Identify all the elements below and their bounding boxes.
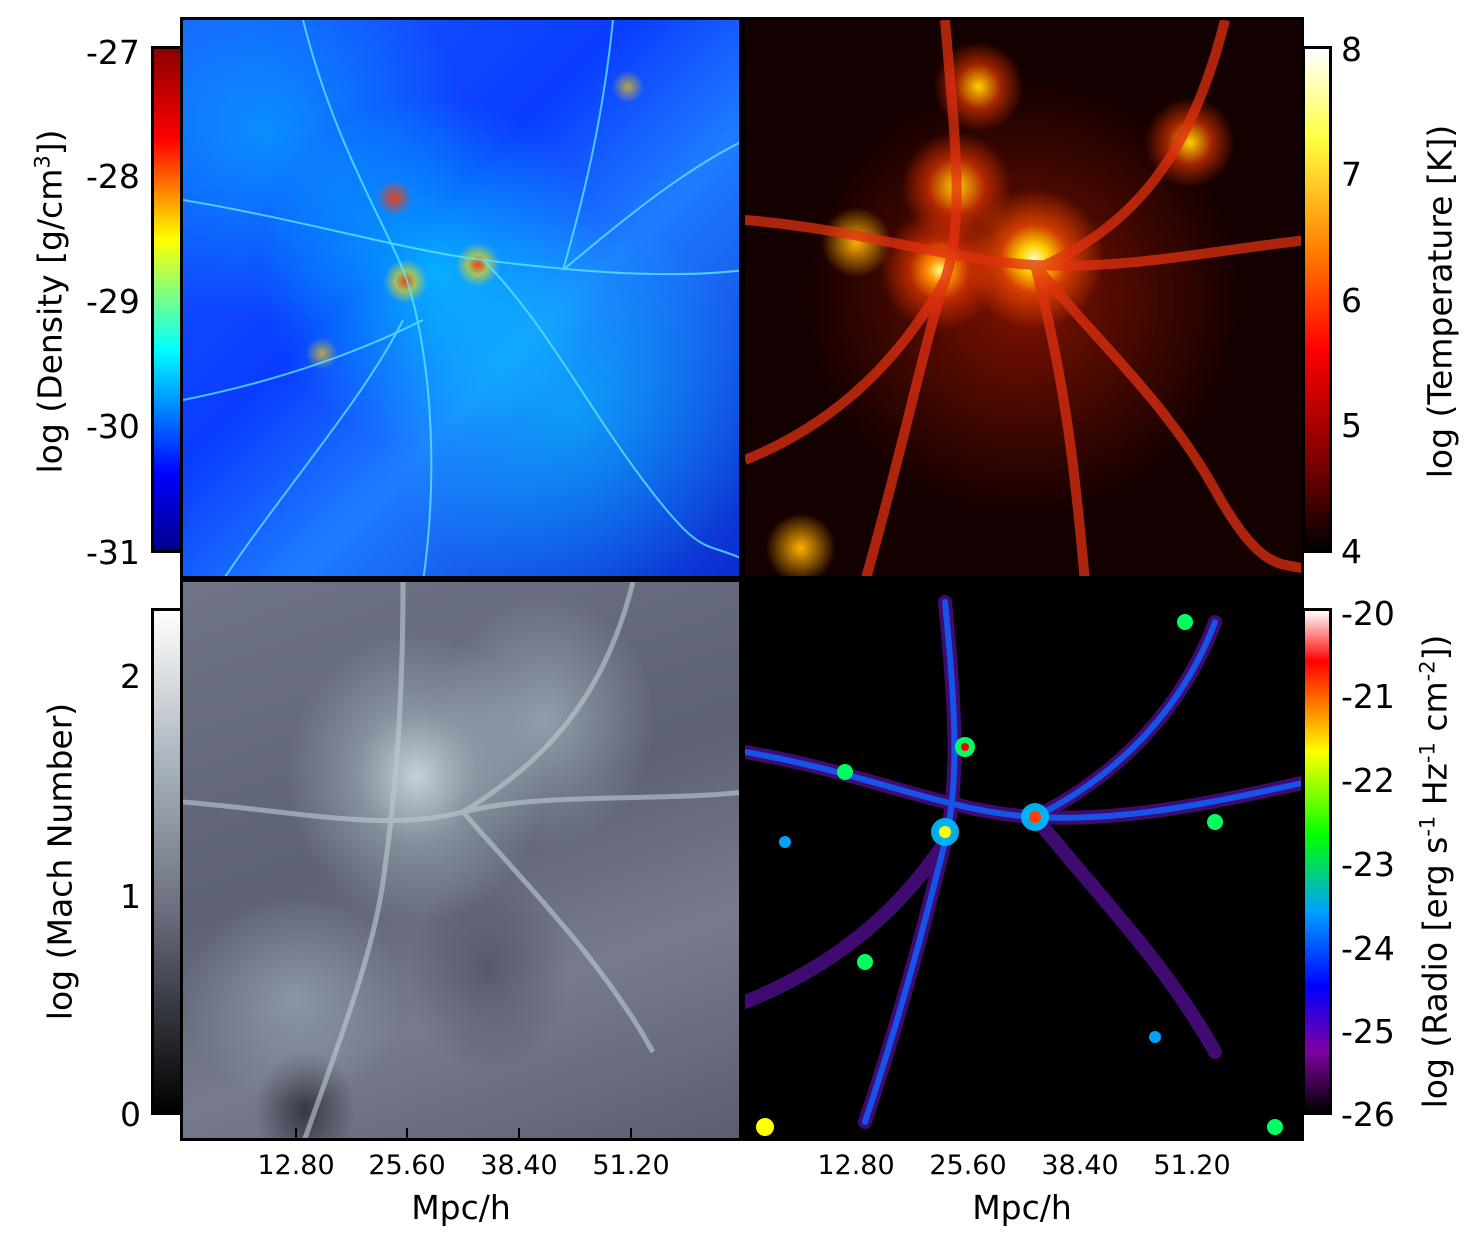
x-tick-mark <box>967 1128 969 1140</box>
mach-tick-label: 1 <box>120 877 141 916</box>
x-tick-mark <box>518 1128 520 1140</box>
temperature-colorbar <box>1302 46 1332 553</box>
density-tick-label: -29 <box>86 282 140 321</box>
radio-title-part-d: ]) <box>1415 634 1455 661</box>
mach-colorbar-title: log (Mach Number) <box>41 672 80 1052</box>
density-tick-label: -31 <box>86 533 140 572</box>
x-tick-mark <box>1079 1128 1081 1140</box>
density-colorbar <box>151 46 183 553</box>
temperature-tick-label: 7 <box>1341 155 1362 194</box>
x-tick-mark <box>855 1128 857 1140</box>
mach-colorbar <box>151 608 183 1115</box>
radio-tick-label: -22 <box>1341 761 1395 800</box>
x-tick-mark <box>295 1128 297 1140</box>
radio-title-part-c: cm <box>1415 681 1455 743</box>
density-tick-label: -30 <box>86 407 140 446</box>
radio-colorbar-title: log (Radio [erg s-1 Hz-1 cm-2]) <box>1416 592 1455 1152</box>
x-tick-label: 25.60 <box>929 1150 1007 1181</box>
x-tick-mark <box>1191 1128 1193 1140</box>
x-axis-title-left: Mpc/h <box>411 1188 511 1227</box>
x-tick-mark <box>630 1128 632 1140</box>
x-tick-label: 12.80 <box>257 1150 335 1181</box>
density-tick-label: -27 <box>86 33 140 72</box>
mach-map-panel <box>180 579 742 1141</box>
radio-tick-label: -26 <box>1341 1095 1395 1134</box>
x-tick-label: 51.20 <box>1153 1150 1231 1181</box>
density-map-panel <box>180 17 742 579</box>
radio-title-part-a: log (Radio [erg s <box>1415 836 1455 1109</box>
radio-tick-label: -25 <box>1341 1012 1395 1051</box>
density-title-main: log (Density [g/cm <box>30 168 70 474</box>
temperature-tick-label: 4 <box>1341 532 1362 571</box>
x-tick-label: 51.20 <box>592 1150 670 1181</box>
radio-title-sup-3: -2 <box>1415 660 1440 682</box>
radio-emission <box>745 595 1301 1136</box>
radio-tick-label: -20 <box>1341 594 1395 633</box>
density-title-superscript: 3 <box>30 155 55 169</box>
density-filaments <box>183 20 739 576</box>
density-title-end: ]) <box>30 129 70 156</box>
x-axis-title-right: Mpc/h <box>972 1188 1072 1227</box>
temperature-tick-label: 8 <box>1341 30 1362 69</box>
temperature-map-panel <box>742 17 1304 579</box>
radio-title-part-b: Hz <box>1415 763 1455 816</box>
radio-tick-label: -24 <box>1341 929 1395 968</box>
x-tick-label: 38.40 <box>480 1150 558 1181</box>
radio-title-sup-1: -1 <box>1415 815 1440 837</box>
x-tick-label: 12.80 <box>817 1150 895 1181</box>
x-tick-label: 25.60 <box>368 1150 446 1181</box>
mach-tick-label: 2 <box>120 657 141 696</box>
radio-tick-label: -23 <box>1341 845 1395 884</box>
temperature-tick-label: 5 <box>1341 406 1362 445</box>
density-tick-label: -28 <box>86 157 140 196</box>
mach-filaments <box>183 582 739 1138</box>
temperature-title-text: log (Temperature [K]) <box>1420 124 1460 479</box>
radio-colorbar <box>1302 608 1332 1115</box>
mach-tick-label: 0 <box>120 1095 141 1134</box>
radio-map-panel <box>742 579 1304 1141</box>
x-tick-mark <box>406 1128 408 1140</box>
temperature-colorbar-title: log (Temperature [K]) <box>1421 112 1460 492</box>
radio-tick-label: -21 <box>1341 677 1395 716</box>
temperature-tick-label: 6 <box>1341 281 1362 320</box>
temperature-filaments <box>745 20 1301 576</box>
x-tick-label: 38.40 <box>1041 1150 1119 1181</box>
radio-title-sup-2: -1 <box>1415 742 1440 764</box>
mach-title-text: log (Mach Number) <box>40 702 80 1021</box>
density-colorbar-title: log (Density [g/cm3]) <box>31 112 70 492</box>
